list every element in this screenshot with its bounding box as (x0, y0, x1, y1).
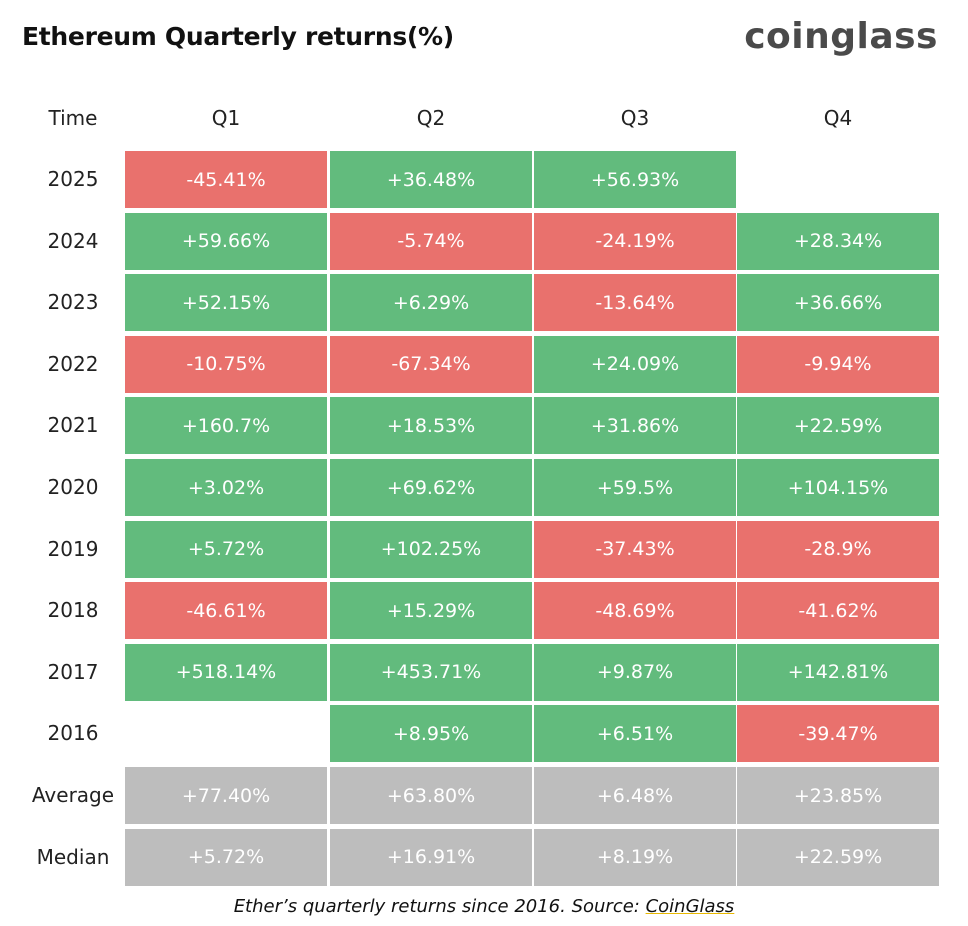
table-cell-2017-q2: +453.71% (330, 643, 532, 701)
table-cell-2025-q3: +56.93% (534, 151, 736, 208)
table-cell-2016-q2: +8.95% (330, 705, 532, 763)
table-cell-2017-q4: +142.81% (737, 643, 939, 701)
table-cell-average-q2: +63.80% (330, 767, 532, 824)
table-cell-2017-q1: +518.14% (125, 643, 327, 701)
table-cell-average-q3: +6.48% (534, 767, 736, 824)
table-cell-2023-q3: -13.64% (534, 274, 736, 332)
table-cell-median-q2: +16.91% (330, 828, 532, 886)
row-label-2017: 2017 (47, 659, 99, 684)
table-cell-2023-q4: +36.66% (737, 274, 939, 332)
row-label-2016: 2016 (47, 721, 99, 746)
table-cell-2021-q1: +160.7% (125, 397, 327, 455)
column-header-q4: Q4 (823, 106, 853, 130)
row-label-2020: 2020 (47, 475, 99, 499)
table-cell-2021-q4: +22.59% (737, 397, 939, 455)
table-cell-2021-q3: +31.86% (534, 397, 736, 455)
table-cell-2020-q1: +3.02% (125, 459, 327, 516)
row-label-2019: 2019 (47, 536, 99, 561)
row-label-median: Median (36, 844, 110, 869)
table-cell-median-q4: +22.59% (737, 828, 939, 886)
table-cell-average-q1: +77.40% (125, 767, 327, 824)
chart-title: Ethereum Quarterly returns(%) (22, 22, 454, 51)
table-cell-2018-q2: +15.29% (330, 582, 532, 640)
figure-caption: Ether’s quarterly returns since 2016. So… (0, 896, 968, 917)
table-cell-2024-q4: +28.34% (737, 212, 939, 270)
caption-text: Ether’s quarterly returns since 2016. So… (233, 896, 646, 917)
row-label-2021: 2021 (47, 413, 99, 438)
table-cell-median-q1: +5.72% (125, 828, 327, 886)
row-label-2022: 2022 (47, 351, 99, 376)
table-cell-2019-q4: -28.9% (737, 520, 939, 578)
row-label-2023: 2023 (47, 290, 99, 315)
table-cell-2016-q4: -39.47% (737, 705, 939, 763)
table-cell-2025-q1: -45.41% (125, 151, 327, 208)
table-cell-2018-q4: -41.62% (737, 582, 939, 640)
row-label-2018: 2018 (47, 598, 99, 623)
column-header-q2: Q2 (416, 106, 446, 130)
table-cell-2022-q2: -67.34% (330, 335, 532, 393)
table-cell-2019-q1: +5.72% (125, 520, 327, 578)
header-time-label: Time (48, 106, 98, 130)
table-cell-2022-q1: -10.75% (125, 335, 327, 393)
coinglass-logo: coinglass (744, 16, 938, 57)
table-cell-2018-q3: -48.69% (534, 582, 736, 640)
row-label-average: Average (31, 783, 115, 807)
table-cell-2020-q3: +59.5% (534, 459, 736, 516)
table-cell-2022-q3: +24.09% (534, 335, 736, 393)
table-cell-2019-q2: +102.25% (330, 520, 532, 578)
row-label-2024: 2024 (47, 228, 99, 253)
row-label-2025: 2025 (47, 167, 99, 191)
table-cell-2019-q3: -37.43% (534, 520, 736, 578)
table-cell-2020-q2: +69.62% (330, 459, 532, 516)
table-cell-2024-q3: -24.19% (534, 212, 736, 270)
table-cell-2025-q2: +36.48% (330, 151, 532, 208)
table-cell-2024-q2: -5.74% (330, 212, 532, 270)
table-cell-2016-q3: +6.51% (534, 705, 736, 763)
table-cell-2023-q2: +6.29% (330, 274, 532, 332)
table-cell-average-q4: +23.85% (737, 767, 939, 824)
empty-cell-2025-q4 (737, 151, 939, 208)
table-cell-2018-q1: -46.61% (125, 582, 327, 640)
caption-source-link[interactable]: CoinGlass (645, 896, 735, 917)
column-header-q3: Q3 (620, 106, 650, 130)
table-cell-median-q3: +8.19% (534, 828, 736, 886)
empty-cell-2016-q1 (125, 705, 327, 762)
table-cell-2022-q4: -9.94% (737, 335, 939, 393)
table-cell-2023-q1: +52.15% (125, 274, 327, 332)
column-header-q1: Q1 (211, 106, 241, 130)
table-cell-2024-q1: +59.66% (125, 212, 327, 270)
table-cell-2020-q4: +104.15% (737, 459, 939, 516)
table-cell-2017-q3: +9.87% (534, 643, 736, 701)
table-cell-2021-q2: +18.53% (330, 397, 532, 455)
